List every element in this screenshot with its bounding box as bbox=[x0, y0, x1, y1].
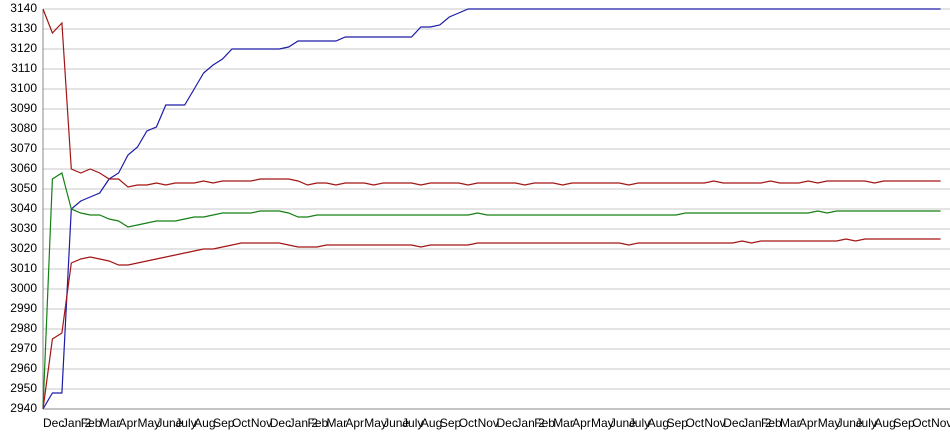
y-tick-label: 3090 bbox=[10, 101, 37, 115]
x-tick-label: Feb bbox=[81, 416, 102, 430]
y-tick-label: 3100 bbox=[10, 81, 37, 95]
x-tick-label: Dec bbox=[43, 416, 64, 430]
x-tick-label: Aug bbox=[194, 416, 215, 430]
x-tick-label: Aug bbox=[874, 416, 895, 430]
series-line bbox=[42, 8, 941, 410]
x-tick-label: May bbox=[364, 416, 387, 430]
series-line bbox=[42, 238, 941, 410]
x-tick-label: Dec bbox=[497, 416, 518, 430]
x-tick-label: Mar bbox=[326, 416, 347, 430]
y-tick-label: 3020 bbox=[10, 241, 37, 255]
y-tick-label: 3130 bbox=[10, 21, 37, 35]
x-tick-label: Mar bbox=[553, 416, 574, 430]
x-tick-label: June bbox=[610, 416, 636, 430]
x-tick-label: Sep bbox=[213, 416, 235, 430]
y-tick-label: 2990 bbox=[10, 301, 37, 315]
x-tick-label: July bbox=[175, 416, 196, 430]
x-tick-label: Aug bbox=[421, 416, 442, 430]
x-tick-label: Apr bbox=[799, 416, 818, 430]
series-line bbox=[42, 8, 941, 188]
x-tick-label: Apr bbox=[345, 416, 364, 430]
x-tick-label: Sep bbox=[667, 416, 689, 430]
x-tick-label: Jan 2 bbox=[289, 416, 319, 430]
x-tick-label: Sep bbox=[440, 416, 462, 430]
x-tick-label: July bbox=[856, 416, 877, 430]
x-tick-label: Oct bbox=[685, 416, 704, 430]
x-tick-label: July bbox=[629, 416, 650, 430]
series-line bbox=[42, 172, 941, 410]
y-tick-label: 2950 bbox=[10, 381, 37, 395]
x-tick-label: Feb bbox=[761, 416, 782, 430]
y-tick-label: 3110 bbox=[11, 61, 37, 75]
x-tick-label: Mar bbox=[100, 416, 121, 430]
x-tick-label: June bbox=[156, 416, 182, 430]
x-tick-label: Feb bbox=[534, 416, 555, 430]
x-tick-label: May bbox=[591, 416, 614, 430]
x-tick-label: Mar bbox=[780, 416, 801, 430]
x-tick-label: Jan 2 bbox=[742, 416, 772, 430]
x-tick-label: Oct bbox=[459, 416, 478, 430]
x-tick-label: July bbox=[402, 416, 423, 430]
x-tick-label: May bbox=[818, 416, 841, 430]
y-tick-label: 2970 bbox=[10, 341, 37, 355]
x-tick-label: Apr bbox=[119, 416, 138, 430]
y-tick-label: 2960 bbox=[10, 361, 37, 375]
x-tick-label: June bbox=[837, 416, 863, 430]
x-tick-label: May bbox=[137, 416, 160, 430]
y-tick-label: 3120 bbox=[10, 41, 37, 55]
x-tick-label: June bbox=[383, 416, 409, 430]
x-tick-label: Nov bbox=[931, 416, 950, 430]
x-tick-label: Nov bbox=[251, 416, 272, 430]
y-tick-label: 3030 bbox=[10, 221, 37, 235]
x-tick-label: Nov bbox=[704, 416, 725, 430]
y-tick-label: 3070 bbox=[10, 141, 37, 155]
x-tick-label: Dec bbox=[723, 416, 744, 430]
y-tick-label: 3050 bbox=[10, 181, 37, 195]
y-tick-label: 3000 bbox=[10, 281, 37, 295]
x-tick-label: Oct bbox=[232, 416, 251, 430]
x-tick-label: Jan 2 bbox=[62, 416, 92, 430]
y-tick-label: 3060 bbox=[10, 161, 37, 175]
x-tick-label: Sep bbox=[893, 416, 915, 430]
y-tick-label: 3140 bbox=[10, 1, 37, 15]
x-tick-label: Feb bbox=[308, 416, 329, 430]
y-tick-label: 2980 bbox=[10, 321, 37, 335]
y-tick-label: 3080 bbox=[10, 121, 37, 135]
y-tick-label: 3010 bbox=[10, 261, 37, 275]
x-tick-label: Aug bbox=[648, 416, 669, 430]
y-tick-label: 3040 bbox=[10, 201, 37, 215]
y-tick-label: 2940 bbox=[10, 401, 37, 415]
x-tick-label: Jan 2 bbox=[515, 416, 545, 430]
x-tick-label: Apr bbox=[572, 416, 591, 430]
x-tick-label: Oct bbox=[912, 416, 931, 430]
x-tick-label: Nov bbox=[478, 416, 499, 430]
x-tick-label: Dec bbox=[270, 416, 291, 430]
